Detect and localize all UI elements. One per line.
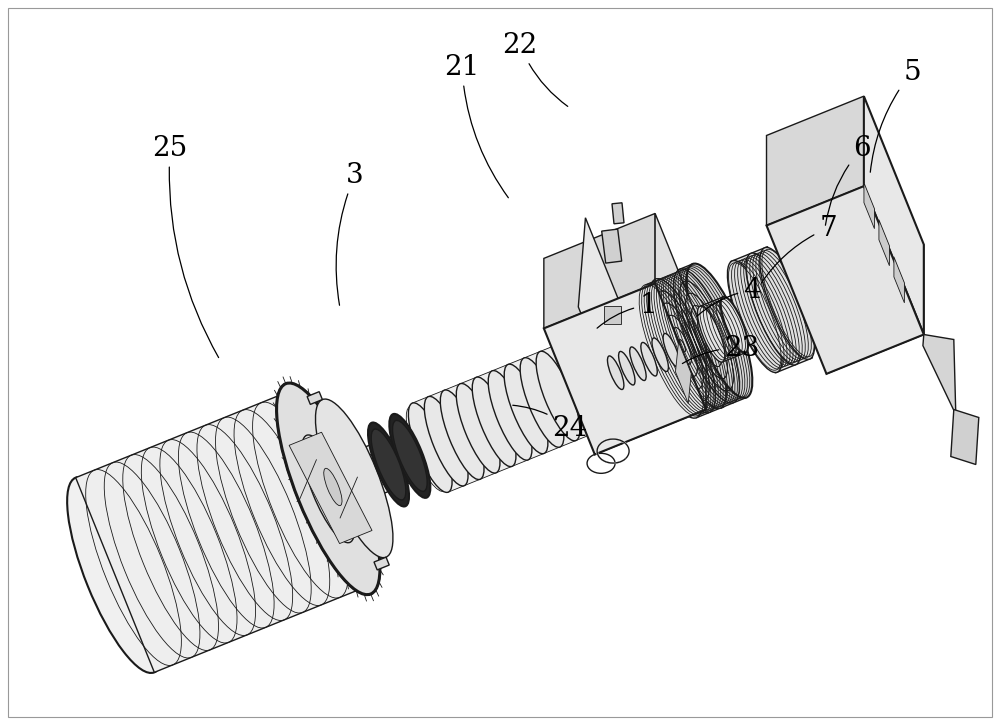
Text: 22: 22 <box>502 31 568 107</box>
Polygon shape <box>700 297 746 362</box>
Ellipse shape <box>760 247 815 360</box>
Ellipse shape <box>652 338 668 371</box>
Text: 21: 21 <box>444 54 508 198</box>
Ellipse shape <box>520 357 564 447</box>
Ellipse shape <box>424 397 468 486</box>
Polygon shape <box>612 203 624 224</box>
Ellipse shape <box>303 404 381 563</box>
Polygon shape <box>604 306 621 324</box>
Ellipse shape <box>277 383 380 594</box>
Ellipse shape <box>504 364 548 454</box>
Polygon shape <box>412 345 592 492</box>
Ellipse shape <box>371 429 406 500</box>
Ellipse shape <box>302 435 355 543</box>
Polygon shape <box>544 283 706 455</box>
Ellipse shape <box>368 423 409 507</box>
Polygon shape <box>864 96 924 334</box>
Ellipse shape <box>440 390 484 479</box>
Polygon shape <box>923 334 956 415</box>
Text: 5: 5 <box>870 59 921 173</box>
Ellipse shape <box>536 351 580 441</box>
Ellipse shape <box>727 260 782 373</box>
Polygon shape <box>667 264 746 408</box>
Polygon shape <box>544 213 655 328</box>
Ellipse shape <box>389 414 430 498</box>
Text: 3: 3 <box>336 162 364 305</box>
Polygon shape <box>374 557 389 570</box>
Polygon shape <box>307 392 322 405</box>
Ellipse shape <box>488 370 532 460</box>
Ellipse shape <box>630 347 646 381</box>
Text: 1: 1 <box>597 291 657 328</box>
Ellipse shape <box>663 273 728 407</box>
Polygon shape <box>730 247 812 373</box>
Ellipse shape <box>663 334 680 367</box>
Ellipse shape <box>641 342 657 376</box>
Text: 6: 6 <box>825 135 871 225</box>
Text: 24: 24 <box>513 405 588 442</box>
Polygon shape <box>310 399 386 562</box>
Text: 7: 7 <box>762 215 837 283</box>
Polygon shape <box>322 305 751 504</box>
Ellipse shape <box>408 403 452 492</box>
Ellipse shape <box>456 384 500 473</box>
Polygon shape <box>894 257 904 303</box>
Polygon shape <box>951 410 979 465</box>
Polygon shape <box>655 213 706 410</box>
Polygon shape <box>602 229 622 263</box>
Ellipse shape <box>280 391 376 587</box>
Ellipse shape <box>734 297 757 344</box>
Ellipse shape <box>277 383 380 594</box>
Ellipse shape <box>393 420 427 492</box>
Text: 4: 4 <box>697 276 761 316</box>
Ellipse shape <box>661 274 726 408</box>
Ellipse shape <box>721 297 748 353</box>
Polygon shape <box>595 339 706 455</box>
Polygon shape <box>289 432 372 544</box>
Ellipse shape <box>607 356 624 389</box>
Ellipse shape <box>687 264 752 398</box>
Polygon shape <box>864 183 874 228</box>
Polygon shape <box>675 342 691 403</box>
Polygon shape <box>879 220 889 266</box>
Text: 23: 23 <box>682 334 760 363</box>
Polygon shape <box>76 392 368 672</box>
Ellipse shape <box>324 468 342 505</box>
Ellipse shape <box>746 253 801 365</box>
Ellipse shape <box>637 283 702 418</box>
Ellipse shape <box>472 377 516 467</box>
Polygon shape <box>826 244 924 374</box>
Ellipse shape <box>317 465 340 512</box>
Ellipse shape <box>619 352 635 385</box>
Polygon shape <box>767 186 924 374</box>
Ellipse shape <box>698 306 725 362</box>
Polygon shape <box>642 274 722 418</box>
Polygon shape <box>578 218 660 403</box>
Polygon shape <box>319 297 755 512</box>
Text: 25: 25 <box>152 135 219 357</box>
Polygon shape <box>767 96 864 225</box>
Ellipse shape <box>67 477 163 673</box>
Ellipse shape <box>315 399 393 558</box>
